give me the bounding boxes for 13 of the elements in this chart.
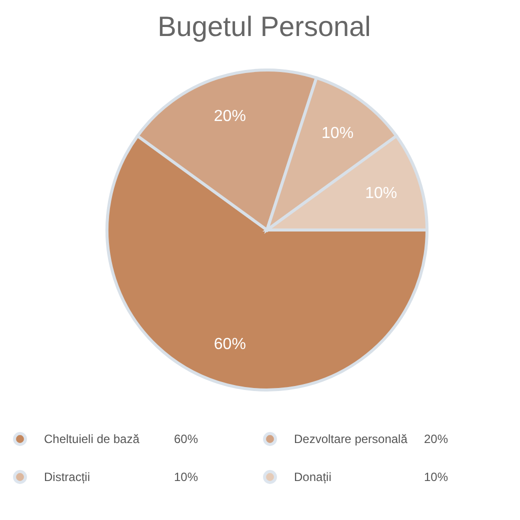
- data-label: 20%: [214, 108, 246, 125]
- data-label: 10%: [322, 124, 354, 142]
- text: 10%: [174, 470, 198, 484]
- legend-label: Dezvoltare personală: [294, 432, 408, 446]
- data-label: 10%: [365, 184, 398, 202]
- text: 10%: [424, 470, 448, 484]
- legend-label: Cheltuieli de bază: [44, 432, 140, 446]
- legend-label: Distracții: [44, 470, 90, 484]
- text: 20%: [424, 432, 448, 446]
- chart-title: Bugetul Personal: [158, 11, 371, 42]
- legend-label: Donații: [294, 470, 332, 484]
- data-label: 60%: [214, 336, 246, 354]
- text: 60%: [174, 432, 198, 446]
